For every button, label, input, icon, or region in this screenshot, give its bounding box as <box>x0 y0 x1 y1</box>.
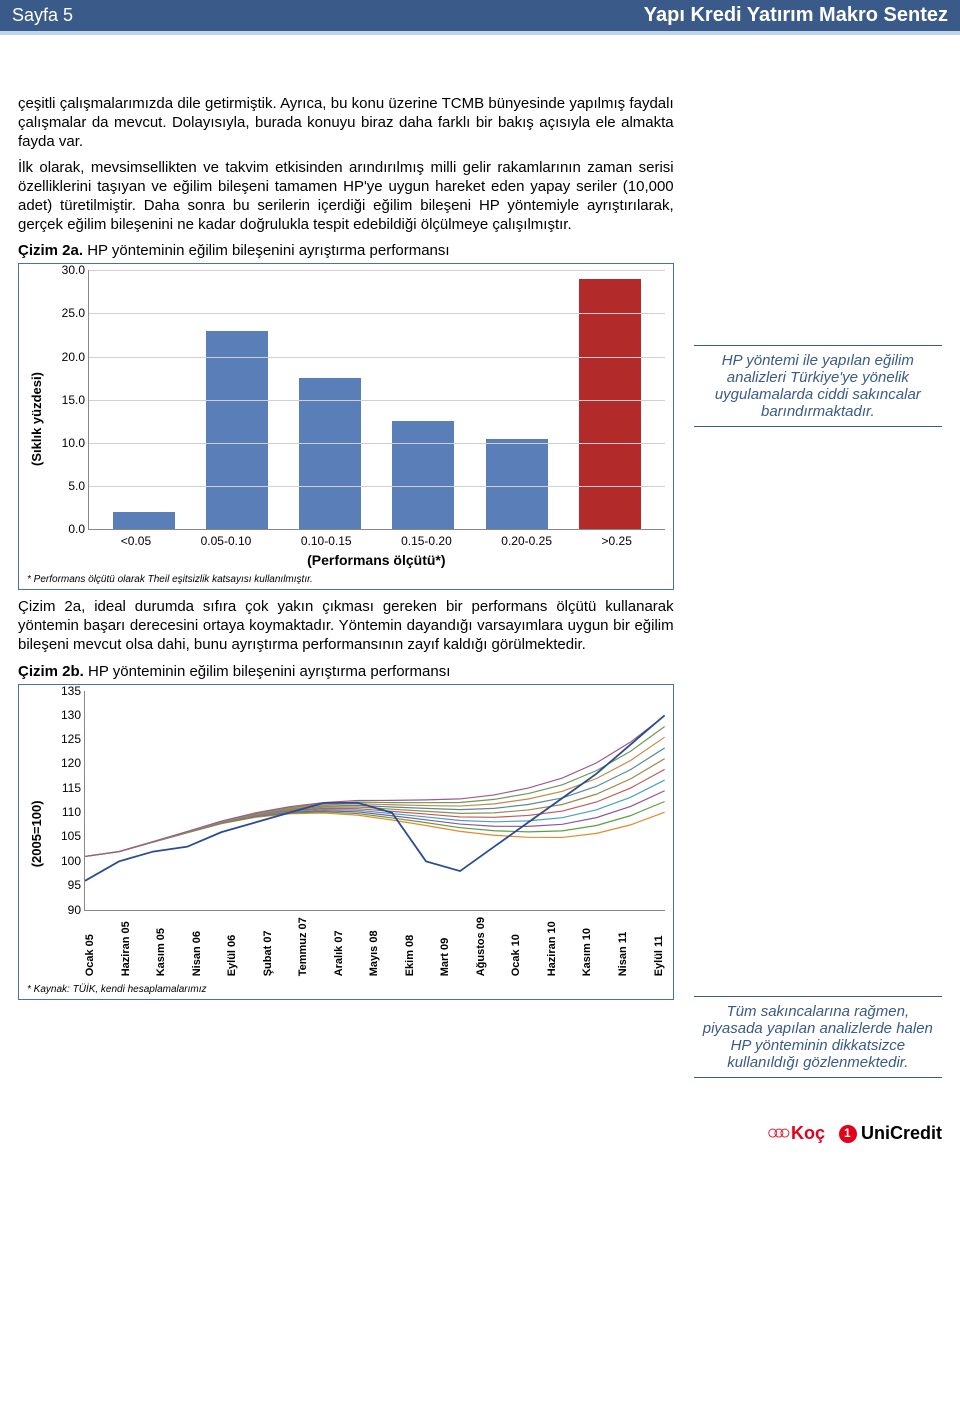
chart2b-xtick: Ocak 05 <box>84 917 96 976</box>
koc-text: Koç <box>791 1123 825 1144</box>
chart2b-xtick: Mart 09 <box>439 917 451 976</box>
chart2a-footnote: * Performans ölçütü olarak Theil eşitsiz… <box>27 574 665 585</box>
page-number: Sayfa 5 <box>12 5 73 26</box>
chart2a-box: (Sıklık yüzdesi) 0.05.010.015.020.025.03… <box>18 263 674 590</box>
chart2a-plot-area: 0.05.010.015.020.025.030.0 <box>88 270 665 530</box>
chart2b-ytick: 135 <box>51 684 81 698</box>
sidebar-spacer-2 <box>694 457 942 992</box>
chart2b-xtick: Mayıs 08 <box>368 917 380 976</box>
content-area: çeşitli çalışmalarımızda dile getirmişti… <box>0 35 960 1118</box>
chart2b-trend-line <box>85 737 665 856</box>
chart2b-xtick: Ekim 08 <box>404 917 416 976</box>
unicredit-text: UniCredit <box>861 1123 942 1144</box>
chart2a-bar <box>299 378 361 529</box>
chart2b-ytick: 95 <box>51 878 81 892</box>
chart2a-gridline <box>89 486 665 487</box>
chart2b-box: (2005=100) 9095100105110115120125130135 … <box>18 684 674 1000</box>
chart2b-xtick: Nisan 11 <box>617 917 629 976</box>
chart2a-title-prefix: Çizim 2a. <box>18 242 83 259</box>
chart2a-gridline <box>89 357 665 358</box>
logo-koc: ○○○ Koç <box>767 1122 825 1145</box>
chart2b-xticks: Ocak 05 Haziran 05 Kasım 05 Nisan 06 Eylül 0… <box>84 911 665 976</box>
chart2a-ytick: 15.0 <box>49 393 85 407</box>
koc-rings-icon: ○○○ <box>767 1122 785 1145</box>
chart2b-xtick: Eylül 06 <box>226 917 238 976</box>
sidebar-note-1: HP yöntemi ile yapılan eğilim analizleri… <box>694 345 942 427</box>
chart2a-title: Çizim 2a. HP yönteminin eğilim bileşenin… <box>18 242 674 259</box>
logo-unicredit: UniCredit <box>839 1123 942 1144</box>
doc-title: Yapı Kredi Yatırım Makro Sentez <box>644 4 948 27</box>
chart2a-xtick: 0.10-0.15 <box>301 534 352 548</box>
chart2b-xtick: Ağustos 09 <box>475 917 487 976</box>
chart2a-ytick: 30.0 <box>49 263 85 277</box>
chart2a-xtick: >0.25 <box>602 534 632 548</box>
chart2a-ytick: 0.0 <box>49 522 85 536</box>
chart2b-ytick: 105 <box>51 829 81 843</box>
chart2a-gridline <box>89 443 665 444</box>
chart2a-gridline <box>89 400 665 401</box>
chart2a-ytick: 20.0 <box>49 350 85 364</box>
chart2b-main-line <box>85 715 665 881</box>
chart2b-title-prefix: Çizim 2b. <box>18 663 84 680</box>
chart2b-xtick: Haziran 05 <box>120 917 132 976</box>
chart2b-title: Çizim 2b. HP yönteminin eğilim bileşenin… <box>18 663 674 680</box>
chart2a-bar <box>113 512 175 529</box>
left-column: çeşitli çalışmalarımızda dile getirmişti… <box>18 95 674 1108</box>
right-column: HP yöntemi ile yapılan eğilim analizleri… <box>694 95 942 1108</box>
chart2b-xtick: Temmuz 07 <box>297 917 309 976</box>
chart2a-xtick: 0.20-0.25 <box>501 534 552 548</box>
chart2a-xtick: 0.15-0.20 <box>401 534 452 548</box>
chart2b-xtick: Aralık 07 <box>333 917 345 976</box>
paragraph-2: İlk olarak, mevsimsellikten ve takvim et… <box>18 159 674 234</box>
chart2b-xtick: Kasım 10 <box>581 917 593 976</box>
unicredit-ball-icon <box>839 1125 857 1143</box>
chart2b-xtick: Haziran 10 <box>546 917 558 976</box>
chart2a-ytick: 5.0 <box>49 479 85 493</box>
chart2a-bar <box>579 279 641 529</box>
chart2b-title-text: HP yönteminin eğilim bileşenini ayrıştır… <box>84 663 451 680</box>
chart2a-xticks: <0.05 0.05-0.10 0.10-0.15 0.15-0.20 0.20-0.2… <box>88 530 665 548</box>
chart2b-trend-line <box>85 769 665 856</box>
chart2b-ytick: 110 <box>51 805 81 819</box>
chart2a-gridline <box>89 313 665 314</box>
chart2b-ytick: 100 <box>51 854 81 868</box>
chart2b-xtick: Eylül 11 <box>653 917 665 976</box>
chart2a-bar <box>486 439 548 530</box>
chart2b-xtick: Şubat 07 <box>262 917 274 976</box>
chart2b-trend-line <box>85 780 665 856</box>
sidebar-note-2: Tüm sakıncalarına rağmen, piyasada yapıl… <box>694 996 942 1078</box>
chart2a-xlabel: (Performans ölçütü*) <box>88 552 665 568</box>
chart2b-ytick: 125 <box>51 732 81 746</box>
chart2b-ytick: 130 <box>51 708 81 722</box>
header-bar: Sayfa 5 Yapı Kredi Yatırım Makro Sentez <box>0 0 960 31</box>
chart2b-ytick: 120 <box>51 756 81 770</box>
chart2b-ytick: 115 <box>51 781 81 795</box>
chart2b-ytick: 90 <box>51 903 81 917</box>
chart2b-ylabel: (2005=100) <box>27 691 46 976</box>
chart2b-svg <box>85 691 665 910</box>
chart2a-bar <box>392 421 454 529</box>
chart2a-gridline <box>89 270 665 271</box>
chart2b-xtick: Ocak 10 <box>510 917 522 976</box>
paragraph-1: çeşitli çalışmalarımızda dile getirmişti… <box>18 95 674 151</box>
chart2a-xtick: 0.05-0.10 <box>201 534 252 548</box>
chart2a-bar <box>206 331 268 530</box>
chart2b-trend-line <box>85 812 665 856</box>
paragraph-3: Çizim 2a, ideal durumda sıfıra çok yakın… <box>18 598 674 654</box>
chart2a-xtick: <0.05 <box>121 534 151 548</box>
chart2b-xtick: Kasım 05 <box>155 917 167 976</box>
chart2a-ytick: 25.0 <box>49 306 85 320</box>
footer-logos: ○○○ Koç UniCredit <box>0 1118 960 1155</box>
sidebar-spacer-1 <box>694 95 942 341</box>
chart2b-source: * Kaynak: TÜİK, kendi hesaplamalarımız <box>27 984 665 995</box>
chart2b-plot-area: 9095100105110115120125130135 <box>84 691 665 911</box>
chart2a-ylabel: (Sıklık yüzdesi) <box>27 270 46 568</box>
chart2a-title-text: HP yönteminin eğilim bileşenini ayrıştır… <box>83 242 450 259</box>
chart2b-xtick: Nisan 06 <box>191 917 203 976</box>
chart2a-ytick: 10.0 <box>49 436 85 450</box>
